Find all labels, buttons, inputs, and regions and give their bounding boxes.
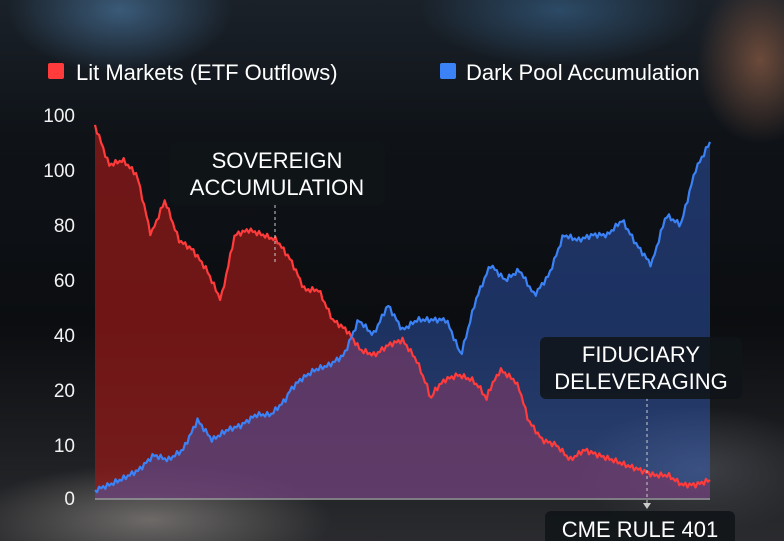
dark-pool-area <box>95 141 710 498</box>
legend-label-dark: Dark Pool Accumulation <box>466 60 700 85</box>
y-tick-label: 80 <box>54 216 75 237</box>
legend-swatch-lit <box>48 63 64 79</box>
legend-label-lit: Lit Markets (ETF Outflows) <box>76 60 338 85</box>
lit-markets-area <box>95 124 710 499</box>
svg-text:SOVEREIGN: SOVEREIGN <box>212 148 343 173</box>
y-tick-label: 20 <box>54 381 75 402</box>
svg-text:DELEVERAGING: DELEVERAGING <box>554 369 728 394</box>
dark-pool-line <box>94 141 712 494</box>
legend-swatch-dark <box>440 63 456 79</box>
svg-text:FIDUCIARY: FIDUCIARY <box>582 342 700 367</box>
y-tick-label: 10 <box>54 436 75 457</box>
lit-markets-line <box>93 124 711 489</box>
legend: Lit Markets (ETF Outflows) Dark Pool Acc… <box>48 60 700 85</box>
svg-text:CME RULE 401: CME RULE 401 <box>562 517 719 541</box>
annotation-fiduciary: FIDUCIARY DELEVERAGING <box>540 337 742 509</box>
y-tick-label: 100 <box>43 161 75 182</box>
svg-text:ACCUMULATION: ACCUMULATION <box>190 175 364 200</box>
y-tick-label: 100 <box>43 106 75 127</box>
annotation-cme-rule: CME RULE 401 <box>545 511 735 541</box>
y-tick-label: 40 <box>54 326 75 347</box>
y-tick-label: 0 <box>64 489 75 510</box>
y-tick-label: 60 <box>54 271 75 292</box>
annotation-sovereign: SOVEREIGN ACCUMULATION <box>170 142 385 265</box>
